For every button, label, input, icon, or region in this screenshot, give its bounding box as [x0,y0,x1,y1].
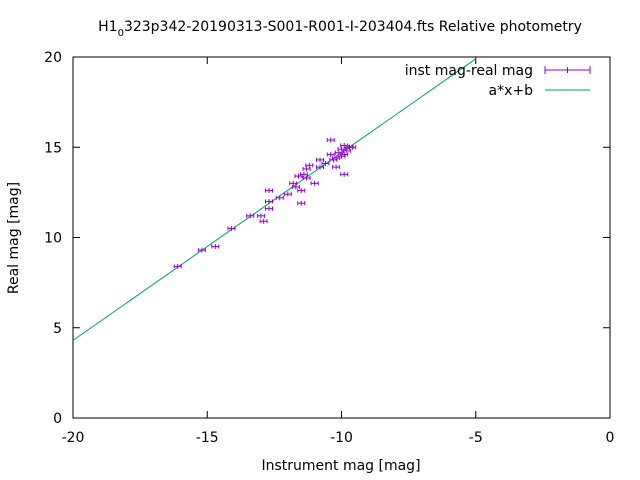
x-tick-label: -20 [62,430,85,446]
y-axis: 0 5 10 15 20 [44,50,610,427]
legend-label-points: inst mag-real mag [405,63,533,79]
data-point [297,200,306,206]
x-axis-label: Instrument mag [mag] [261,458,420,474]
data-point [310,180,319,186]
data-point [299,171,308,177]
data-points-series [173,137,357,269]
data-point [197,247,206,253]
y-tick-label: 5 [53,321,62,337]
data-point [265,188,274,194]
data-point [321,160,330,166]
data-point [275,195,284,201]
data-point [211,244,220,250]
legend-label-fit: a*x+b [489,83,534,99]
y-axis-label: Real mag [mag] [6,182,22,294]
y-tick-label: 0 [53,411,62,427]
data-point [316,157,325,163]
data-point [305,162,314,168]
data-point [302,166,311,172]
y-tick-label: 20 [44,50,62,66]
data-point [265,198,274,204]
data-point [246,213,255,219]
y-tick-label: 10 [44,231,62,247]
x-tick-label: -10 [330,430,353,446]
data-point [326,151,335,157]
data-point [173,263,182,269]
y-tick-label: 15 [44,140,62,156]
data-point [348,144,357,150]
data-point [342,148,351,154]
data-point [340,151,349,157]
data-point [291,184,300,190]
data-point [265,206,274,212]
data-point [316,164,325,170]
x-tick-label: 0 [606,430,615,446]
data-point [297,188,306,194]
legend-marker-points [544,66,591,74]
fit-line [72,58,477,341]
x-tick-label: -15 [196,430,219,446]
data-point [256,213,265,219]
x-axis: -20 -15 -10 -5 0 [62,57,615,446]
x-tick-label: -5 [469,430,483,446]
data-point [289,180,298,186]
data-point [227,225,236,231]
chart-title: H10323p342-20190313-S001-R001-I-203404.f… [98,19,582,39]
data-point [283,191,292,197]
plot-frame [72,56,611,419]
data-point [340,171,349,177]
legend: inst mag-real mag a*x+b [405,63,591,99]
fit-line-series [72,58,477,341]
data-point [259,218,268,224]
data-point [332,164,341,170]
data-point [326,137,335,143]
data-point [302,175,311,181]
